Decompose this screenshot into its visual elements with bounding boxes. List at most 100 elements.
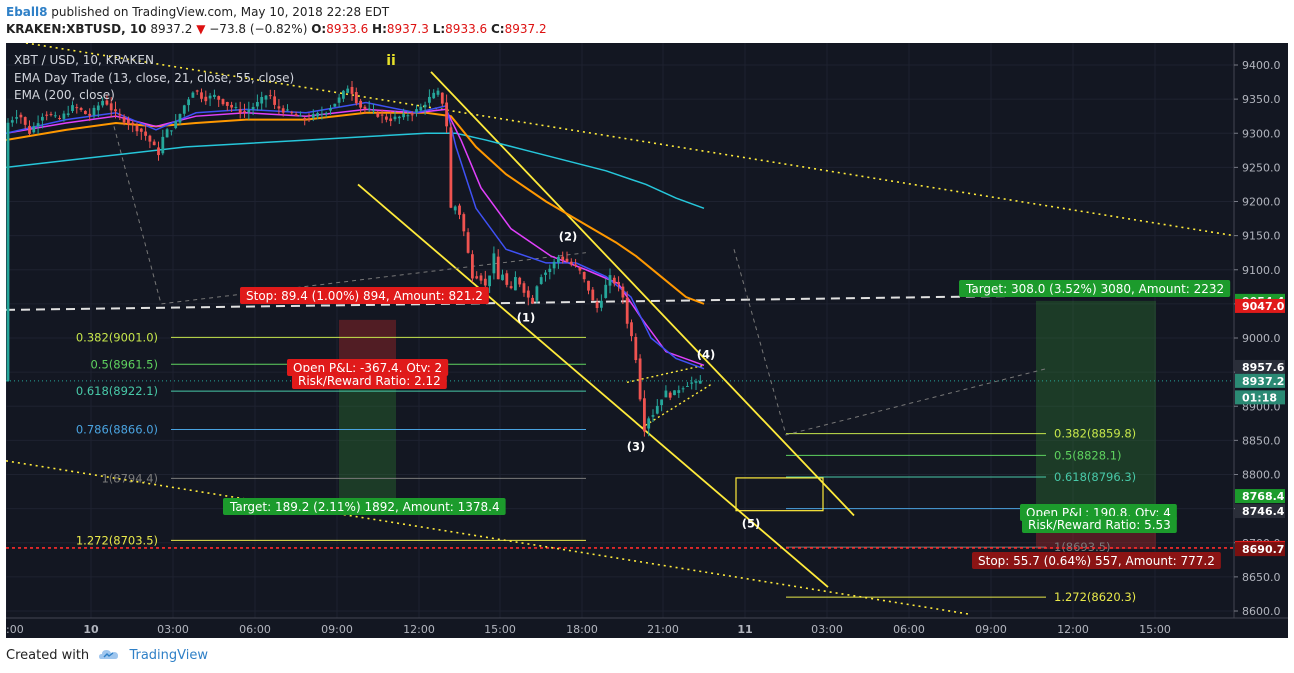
- candle-body: [630, 322, 633, 337]
- candle-body: [496, 256, 500, 280]
- candle-body: [182, 105, 186, 114]
- legend-ema-day-trade: EMA Day Trade (13, close, 21, close, 55,…: [14, 71, 294, 85]
- fib-right-label: 1.272(8620.3): [1054, 590, 1136, 604]
- price-tag-bg: [1235, 373, 1285, 388]
- candle-body: [668, 392, 672, 398]
- candle-body: [402, 113, 405, 118]
- fib-left-label: 0.618(8922.1): [76, 384, 158, 398]
- time-tick-label: 11: [737, 623, 752, 636]
- candle-body: [92, 107, 96, 116]
- candle-body: [466, 232, 470, 253]
- candle-body: [634, 336, 638, 361]
- candle-body: [380, 114, 384, 116]
- candle-body: [488, 275, 491, 287]
- author-name[interactable]: Eball8: [6, 5, 48, 19]
- candle-body: [148, 135, 152, 142]
- candle-body: [664, 390, 668, 398]
- candle-body: [170, 130, 173, 132]
- candle-body: [195, 90, 199, 92]
- candle-body: [273, 96, 276, 105]
- candle-body: [638, 358, 642, 400]
- candle-body: [256, 101, 259, 107]
- candle-body: [367, 108, 371, 110]
- candle-body: [286, 109, 289, 111]
- time-axis[interactable]: :00 10 03:00 06:00 09:00 12:00 15:00 18:00 21:00…: [6, 617, 1288, 636]
- candle-body: [509, 286, 513, 289]
- candle-body: [75, 107, 79, 109]
- candle-body: [600, 300, 603, 308]
- candle-body: [346, 88, 350, 93]
- time-tick-label: 12:00: [403, 623, 435, 636]
- fib-left-label: 0.382(9001.0): [76, 330, 158, 344]
- symbol-name: KRAKEN:XBTUSD, 10: [6, 22, 147, 36]
- candle-body: [191, 92, 195, 98]
- time-tick-label: 15:00: [484, 623, 516, 636]
- candle-body: [337, 97, 341, 103]
- candle-body: [290, 112, 294, 114]
- candle-body: [333, 103, 337, 107]
- price-tick-label: 8650.0: [1242, 571, 1281, 584]
- candle-body: [101, 100, 104, 106]
- position-zones: [339, 300, 1156, 550]
- price-tag-bg: [1235, 390, 1285, 405]
- price-axis[interactable]: 9400.0 9350.0 9300.0 9250.0 9200.0 9150.0 9100…: [1233, 43, 1288, 638]
- candle-body: [105, 100, 109, 105]
- wave-label: (1): [517, 311, 536, 325]
- price-tick-label: 8850.0: [1242, 434, 1281, 447]
- price-tag-label: 8937.2: [1242, 375, 1284, 388]
- price-axis-bg: [1234, 43, 1288, 638]
- candle-body: [681, 388, 685, 390]
- time-tick-label: 03:00: [811, 623, 843, 636]
- candle-body: [677, 390, 681, 393]
- tradingview-link[interactable]: TradingView: [129, 648, 208, 663]
- candle-body: [234, 106, 238, 108]
- candle-body: [208, 95, 212, 99]
- candle-body: [84, 110, 87, 115]
- candle-body: [45, 114, 49, 116]
- stop-label-left: Stop: 89.4 (1.00%) 894, Amount: 821.2: [240, 287, 489, 304]
- wave-label: (5): [742, 517, 761, 531]
- price-tag-bg: [1235, 504, 1285, 519]
- candle-body: [359, 100, 362, 108]
- candle-body: [694, 381, 698, 383]
- price-chart[interactable]: 0.382(9001.0) 0.5(8961.5) 0.618(8922.1) 0.7…: [6, 43, 1288, 638]
- candle-body: [307, 119, 311, 121]
- price-tick-label: 8800.0: [1242, 469, 1281, 482]
- candle-body: [350, 86, 354, 94]
- channel-lower-line: [357, 183, 829, 588]
- candle-body: [165, 129, 169, 138]
- candle-body: [277, 106, 281, 109]
- candle-body: [15, 117, 18, 119]
- price-tick-label: 9000.0: [1242, 332, 1281, 345]
- rr-label-right: Risk/Reward Ratio: 5.53: [1022, 516, 1177, 533]
- candle-body: [432, 92, 436, 99]
- candle-body: [221, 99, 225, 105]
- candle-body: [247, 109, 251, 113]
- legend-ema-200: EMA (200, close): [14, 88, 115, 102]
- candle-body: [32, 126, 36, 133]
- price-tag-label: 01:18: [1242, 391, 1277, 404]
- candle-body: [62, 113, 66, 119]
- candle-body: [303, 118, 307, 120]
- candle-body: [389, 118, 393, 122]
- candle-body: [238, 109, 242, 114]
- lower-dotted-trendline: [6, 460, 972, 616]
- wave4-triangle-upper: [626, 364, 705, 384]
- fib-right-label: 0.382(8859.8): [1054, 427, 1136, 441]
- candle-body: [243, 111, 246, 113]
- price-tag-bg: [1235, 542, 1285, 557]
- candle-body: [376, 112, 380, 117]
- candle-body: [514, 277, 517, 291]
- candle-body: [144, 131, 147, 136]
- target-box: [735, 477, 824, 512]
- close-value: 8937.2: [504, 22, 547, 36]
- candle-body: [36, 123, 40, 127]
- wave-label: (3): [627, 440, 646, 454]
- wave-label: ii: [386, 53, 396, 69]
- candle-body: [415, 109, 418, 113]
- chart-background: [6, 43, 1288, 638]
- candle-body: [217, 96, 221, 100]
- candle-body: [139, 128, 143, 132]
- price-tick-label: 9100.0: [1242, 264, 1281, 277]
- candle-body: [483, 278, 487, 286]
